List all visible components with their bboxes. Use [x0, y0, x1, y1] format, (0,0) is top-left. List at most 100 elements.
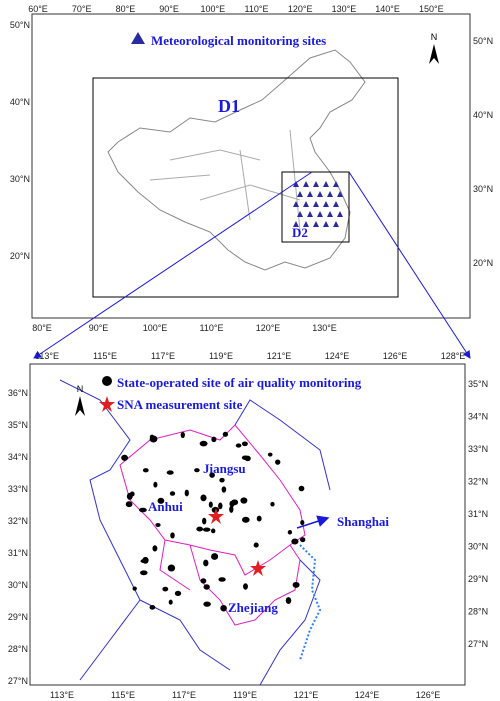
met-site: [297, 211, 303, 217]
tick-label: 60°E: [28, 4, 48, 14]
aq-site: [270, 501, 275, 507]
tick-label: 33°N: [468, 444, 488, 454]
aq-site: [253, 542, 259, 548]
tick-label: 117°E: [151, 351, 175, 361]
met-site: [303, 181, 309, 187]
pointer-arrow: [296, 515, 330, 529]
tick-label: 121°E: [294, 690, 319, 700]
boundary-lines: [59, 379, 331, 686]
aq-site: [202, 517, 207, 525]
aq-site: [241, 455, 249, 460]
met-site: [333, 181, 339, 187]
met-site: [337, 211, 343, 217]
north-arrow: [429, 44, 439, 64]
tick-label: 36°N: [8, 388, 28, 398]
tick-label: 119°E: [233, 690, 257, 700]
north-label: N: [77, 384, 84, 394]
aq-site: [203, 559, 209, 567]
aq-site: [180, 431, 185, 439]
legend-text: SNA measurement site: [117, 397, 243, 412]
aq-site: [231, 499, 239, 506]
met-site: [293, 221, 299, 227]
tick-label: 130°E: [312, 323, 337, 333]
tick-label: 120°E: [256, 323, 281, 333]
met-site: [327, 191, 333, 197]
met-site: [333, 201, 339, 207]
aq-site: [138, 507, 147, 513]
sna-site: [250, 560, 266, 576]
met-site: [323, 181, 329, 187]
tick-label: 115°E: [111, 690, 135, 700]
tick-label: 29°N: [8, 612, 28, 622]
aq-site: [202, 527, 211, 532]
legend-text: State-operated site of air quality monit…: [117, 375, 362, 390]
met-site: [323, 221, 329, 227]
met-site: [313, 221, 319, 227]
aq-site: [142, 556, 149, 564]
tick-label: 50°N: [10, 20, 30, 30]
aq-site: [285, 597, 292, 605]
tick-label: 31°N: [8, 548, 28, 558]
tick-label: 50°N: [473, 36, 493, 46]
aq-site: [218, 577, 226, 582]
met-site: [313, 181, 319, 187]
tick-label: 33°N: [8, 484, 28, 494]
tick-label: 100°E: [143, 323, 168, 333]
aq-site: [153, 481, 158, 488]
tick-label: 121°E: [267, 351, 292, 361]
aq-site: [149, 605, 156, 610]
aq-site: [157, 497, 165, 504]
aq-site: [170, 532, 175, 539]
aq-site: [218, 502, 223, 510]
tick-label: 30°N: [468, 542, 488, 552]
tick-label: 34°N: [8, 452, 28, 462]
legend-text: Meteorological monitoring sites: [151, 33, 326, 48]
tick-label: 115°E: [93, 351, 117, 361]
aq-site: [241, 516, 250, 523]
aq-site: [174, 590, 182, 596]
tick-label: 35°N: [8, 420, 28, 430]
tick-label: 124°E: [325, 351, 350, 361]
aq-site: [300, 520, 305, 526]
met-site: [307, 211, 313, 217]
tick-label: 28°N: [8, 644, 28, 654]
aq-site: [287, 530, 293, 535]
tick-label: 80°E: [32, 323, 52, 333]
aq-site: [243, 583, 248, 590]
aq-site: [210, 528, 216, 534]
tick-label: 140°E: [375, 4, 400, 14]
aq-site: [229, 505, 234, 513]
tick-label: 27°N: [8, 676, 28, 686]
tick-label: 120°E: [288, 4, 313, 14]
tick-label: 150°E: [419, 4, 444, 14]
aq-site: [220, 604, 227, 612]
province-lines: [149, 129, 301, 231]
tick-label: 80°E: [116, 4, 136, 14]
aq-site: [221, 486, 227, 493]
aq-site: [167, 564, 176, 572]
legend-symbol: [99, 396, 115, 412]
met-site: [337, 191, 343, 197]
tick-label: 29°N: [468, 574, 488, 584]
aq-site: [208, 501, 213, 508]
tick-label: 70°E: [72, 4, 92, 14]
aq-site: [121, 454, 129, 461]
coastline: [299, 544, 322, 661]
aq-site: [200, 578, 207, 584]
tick-label: 32°N: [468, 477, 488, 487]
tick-label: 119°E: [209, 351, 233, 361]
tick-label: 124°E: [355, 690, 380, 700]
aq-site: [203, 601, 211, 607]
d2-box: [281, 171, 350, 243]
aq-site: [267, 452, 273, 457]
aq-site: [196, 526, 204, 532]
aq-site: [194, 468, 200, 473]
aq-site: [203, 584, 210, 590]
aq-site: [184, 489, 189, 497]
aq-site: [219, 477, 225, 483]
region-label: Shanghai: [337, 514, 389, 529]
tick-label: 110°E: [200, 323, 224, 333]
met-site: [317, 211, 323, 217]
tick-label: 113°E: [35, 351, 59, 361]
